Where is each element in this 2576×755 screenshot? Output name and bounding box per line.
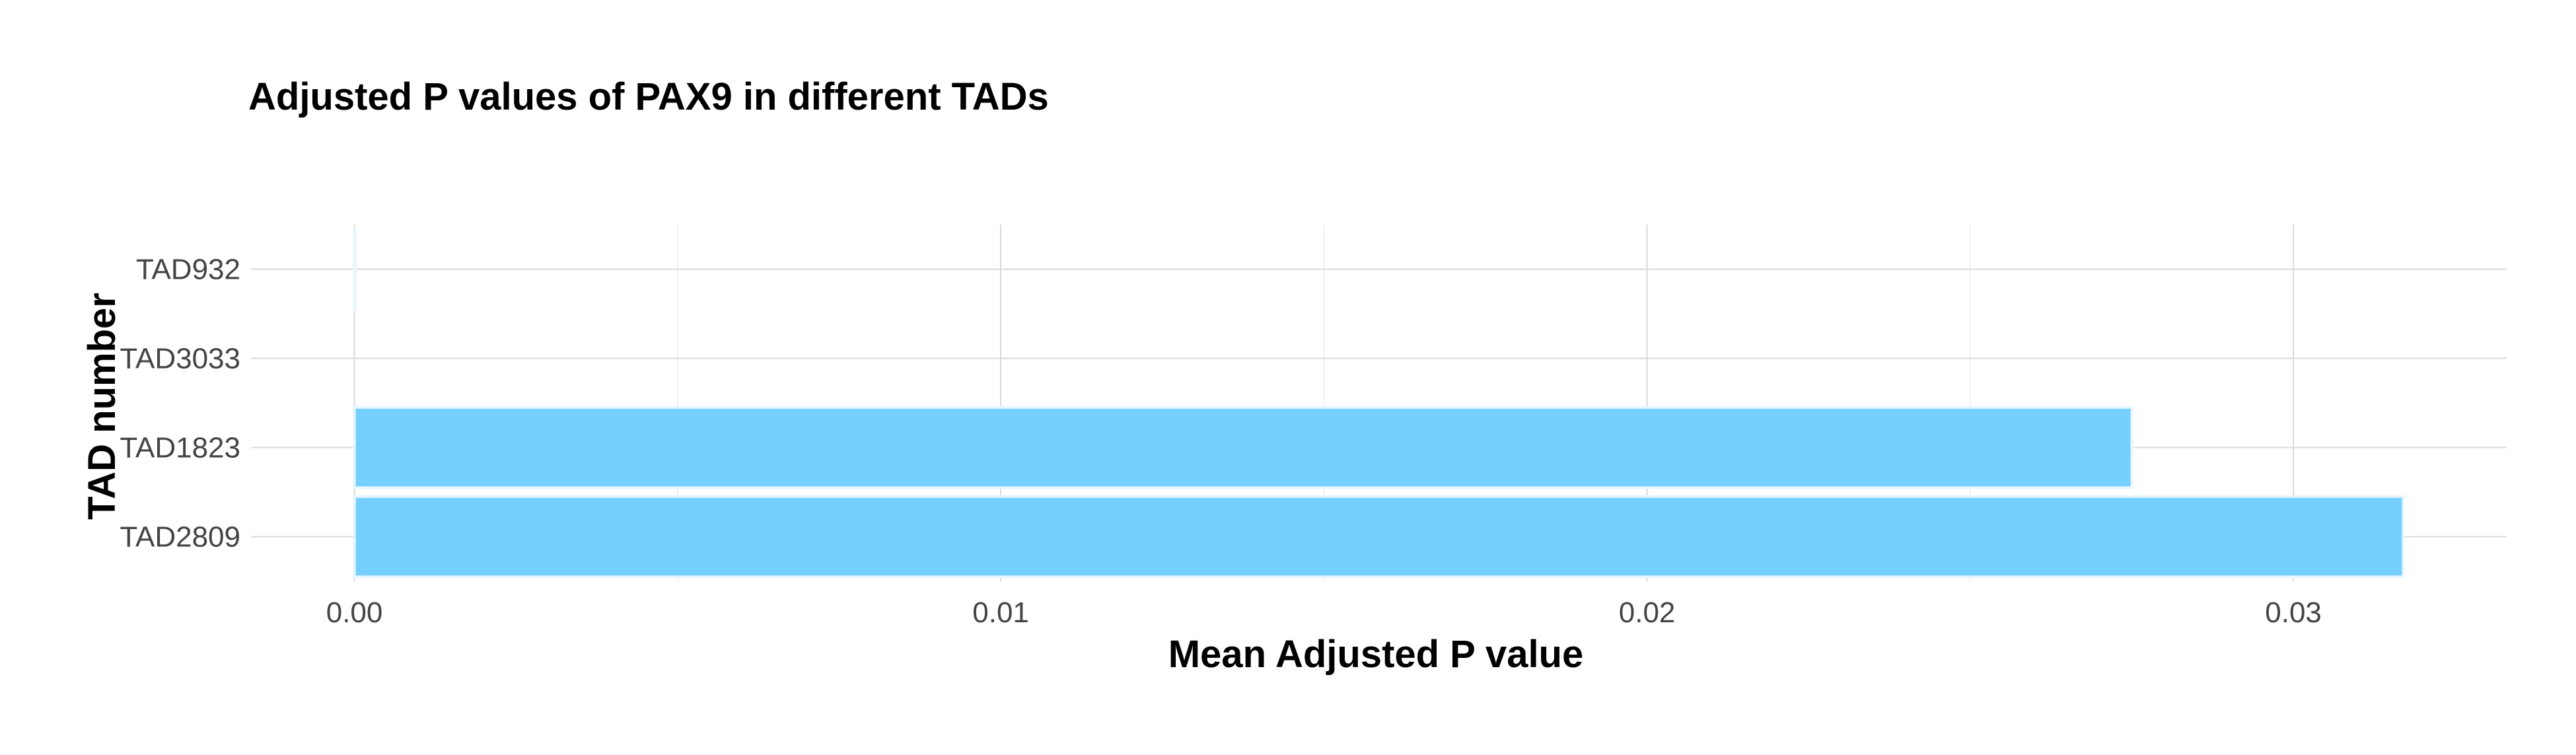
y-axis-title: TAD number [81,293,124,520]
y-axis-tick-labels: TAD932 TAD3033 TAD1823 TAD2809 [120,254,240,554]
bar-tad1823 [353,406,2133,489]
y-tick-label: TAD2809 [120,521,240,554]
y-tick-label: TAD3033 [120,343,240,375]
bars [353,227,2405,579]
x-tick-label: 0.01 [972,596,1029,629]
bar-tad932 [353,227,357,311]
y-tick-label: TAD932 [136,254,240,286]
x-axis-tick-labels: 0.00 0.01 0.02 0.03 [326,596,2322,629]
y-tick-label: TAD1823 [120,432,240,464]
x-tick-label: 0.00 [326,596,383,629]
bar-tad2809 [353,495,2405,579]
chart-title: Adjusted P values of PAX9 in different T… [248,75,1049,118]
x-tick-label: 0.03 [2265,596,2322,629]
x-tick-label: 0.02 [1619,596,1676,629]
x-axis-title: Mean Adjusted P value [1168,633,1584,676]
